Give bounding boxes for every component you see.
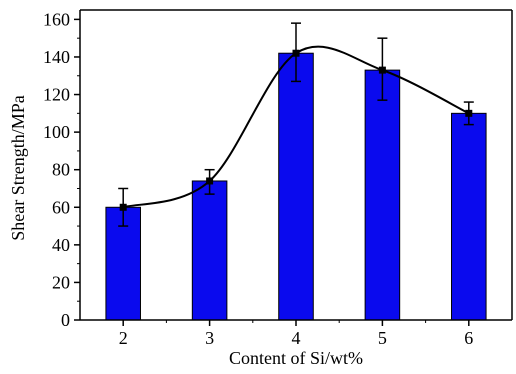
y-tick-label-160: 160: [43, 9, 70, 29]
marker-group: [119, 49, 473, 211]
x-axis-label: Content of Si/wt%: [229, 348, 363, 368]
x-tick-label-6: 6: [464, 328, 473, 348]
y-tick-label-120: 120: [43, 85, 70, 105]
y-tick-label-20: 20: [52, 272, 70, 292]
data-point-6: [465, 109, 473, 117]
bar-group: [105, 52, 487, 321]
y-tick-label-100: 100: [43, 122, 70, 142]
bar-6: [451, 112, 487, 321]
y-ticks: 0 20 40 60 80 100 120 140 160: [43, 9, 80, 330]
x-tick-label-2: 2: [119, 328, 128, 348]
bar-4: [278, 52, 314, 321]
bar-3: [191, 180, 228, 321]
x-tick-label-3: 3: [205, 328, 214, 348]
y-tick-label-60: 60: [52, 197, 70, 217]
y-tick-label-0: 0: [61, 310, 70, 330]
bar-5: [364, 69, 401, 321]
data-point-4: [292, 49, 300, 57]
y-tick-label-40: 40: [52, 235, 70, 255]
x-ticks: 2 3 4 5 6: [119, 320, 473, 348]
y-tick-label-80: 80: [52, 160, 70, 180]
x-tick-label-4: 4: [292, 328, 301, 348]
data-point-5: [378, 66, 386, 74]
data-point-2: [119, 203, 127, 211]
y-axis-label: Shear Strength/MPa: [8, 95, 28, 241]
y-tick-label-140: 140: [43, 47, 70, 67]
data-point-3: [206, 177, 214, 185]
x-tick-label-5: 5: [378, 328, 387, 348]
